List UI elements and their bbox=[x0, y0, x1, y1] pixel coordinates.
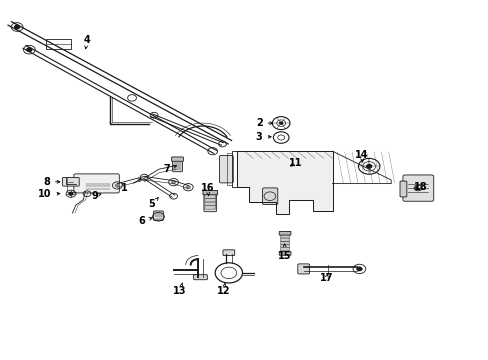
Text: 13: 13 bbox=[173, 283, 186, 296]
Polygon shape bbox=[237, 151, 332, 214]
Text: 18: 18 bbox=[413, 182, 427, 192]
FancyBboxPatch shape bbox=[204, 206, 215, 209]
Text: 11: 11 bbox=[288, 158, 302, 168]
Text: 17: 17 bbox=[319, 273, 333, 283]
Text: 1: 1 bbox=[121, 179, 141, 193]
Text: 6: 6 bbox=[138, 216, 152, 226]
Text: 5: 5 bbox=[148, 198, 158, 210]
Bar bbox=[46, 39, 71, 49]
Text: 9: 9 bbox=[91, 191, 101, 201]
Text: 8: 8 bbox=[43, 177, 60, 187]
FancyBboxPatch shape bbox=[153, 211, 163, 220]
FancyBboxPatch shape bbox=[171, 157, 183, 161]
FancyBboxPatch shape bbox=[172, 159, 182, 172]
FancyBboxPatch shape bbox=[280, 238, 289, 241]
Circle shape bbox=[15, 25, 20, 29]
Circle shape bbox=[115, 184, 119, 187]
FancyBboxPatch shape bbox=[279, 252, 290, 255]
FancyBboxPatch shape bbox=[280, 235, 289, 238]
FancyBboxPatch shape bbox=[402, 175, 433, 201]
FancyBboxPatch shape bbox=[74, 174, 119, 193]
Text: 12: 12 bbox=[217, 283, 230, 296]
FancyBboxPatch shape bbox=[280, 248, 289, 251]
Circle shape bbox=[27, 48, 32, 51]
FancyBboxPatch shape bbox=[297, 264, 309, 274]
Circle shape bbox=[69, 192, 73, 195]
Circle shape bbox=[366, 165, 371, 168]
FancyBboxPatch shape bbox=[280, 251, 289, 254]
Circle shape bbox=[356, 267, 362, 271]
FancyBboxPatch shape bbox=[204, 195, 215, 198]
FancyBboxPatch shape bbox=[279, 231, 290, 235]
Text: 16: 16 bbox=[200, 183, 214, 196]
FancyBboxPatch shape bbox=[399, 181, 406, 197]
Text: 7: 7 bbox=[163, 164, 176, 174]
Circle shape bbox=[186, 186, 190, 189]
FancyBboxPatch shape bbox=[262, 188, 277, 204]
Text: 3: 3 bbox=[255, 132, 270, 142]
Text: 4: 4 bbox=[83, 35, 90, 49]
FancyBboxPatch shape bbox=[223, 250, 234, 256]
Text: 2: 2 bbox=[255, 118, 272, 128]
Circle shape bbox=[279, 122, 282, 124]
FancyBboxPatch shape bbox=[62, 177, 79, 186]
FancyBboxPatch shape bbox=[203, 192, 216, 212]
Text: 15: 15 bbox=[277, 244, 291, 261]
FancyBboxPatch shape bbox=[193, 275, 207, 280]
Text: 10: 10 bbox=[38, 189, 60, 199]
Circle shape bbox=[171, 181, 175, 184]
FancyBboxPatch shape bbox=[219, 156, 233, 183]
FancyBboxPatch shape bbox=[203, 190, 217, 195]
FancyBboxPatch shape bbox=[280, 241, 289, 244]
FancyBboxPatch shape bbox=[280, 244, 289, 248]
Text: 14: 14 bbox=[354, 150, 368, 163]
FancyBboxPatch shape bbox=[204, 198, 215, 202]
FancyBboxPatch shape bbox=[204, 202, 215, 206]
